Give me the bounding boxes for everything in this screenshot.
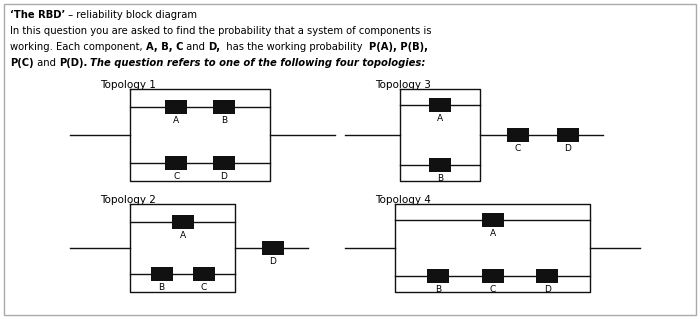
Text: A, B, C: A, B, C <box>146 42 183 52</box>
Text: Topology 4: Topology 4 <box>375 195 431 205</box>
Bar <box>213 100 234 114</box>
Bar <box>429 98 451 112</box>
Text: and: and <box>183 42 209 52</box>
Text: and: and <box>34 58 59 68</box>
Bar <box>536 269 558 283</box>
Text: B: B <box>158 283 164 292</box>
Bar <box>213 156 234 170</box>
Bar <box>262 241 284 255</box>
Text: P(D).: P(D). <box>59 58 87 68</box>
Text: D: D <box>565 144 571 153</box>
Bar <box>165 156 187 170</box>
Text: A: A <box>489 229 496 238</box>
Bar <box>482 269 503 283</box>
Text: ‘The RBD’: ‘The RBD’ <box>10 10 65 20</box>
Text: A: A <box>437 114 443 123</box>
Text: C: C <box>173 172 179 181</box>
Text: Topology 2: Topology 2 <box>100 195 156 205</box>
Text: working. Each component,: working. Each component, <box>10 42 146 52</box>
Text: A: A <box>179 231 186 240</box>
Text: Topology 1: Topology 1 <box>100 80 156 90</box>
Text: B: B <box>220 116 227 125</box>
Bar <box>193 267 214 281</box>
Text: A: A <box>173 116 179 125</box>
Text: D,: D, <box>209 42 220 52</box>
Text: B: B <box>437 174 443 183</box>
Text: B: B <box>435 285 441 294</box>
Text: C: C <box>200 283 206 292</box>
Bar <box>165 100 187 114</box>
Text: D: D <box>544 285 550 294</box>
Bar <box>172 215 193 229</box>
Text: In this question you are asked to find the probability that a system of componen: In this question you are asked to find t… <box>10 26 431 36</box>
Bar <box>482 213 503 227</box>
Text: P(A), P(B),: P(A), P(B), <box>370 42 428 52</box>
Text: C: C <box>489 285 496 294</box>
Text: D: D <box>220 172 228 181</box>
Text: The question refers to one of the following four topologies:: The question refers to one of the follow… <box>90 58 426 68</box>
Bar <box>150 267 172 281</box>
Text: – reliability block diagram: – reliability block diagram <box>65 10 197 20</box>
Text: P(C): P(C) <box>10 58 34 68</box>
Bar <box>557 128 579 142</box>
Bar <box>507 128 529 142</box>
Text: C: C <box>515 144 521 153</box>
Text: Topology 3: Topology 3 <box>375 80 431 90</box>
Bar <box>427 269 449 283</box>
Bar <box>429 158 451 172</box>
Text: has the working probability: has the working probability <box>220 42 370 52</box>
Text: D: D <box>270 257 276 266</box>
